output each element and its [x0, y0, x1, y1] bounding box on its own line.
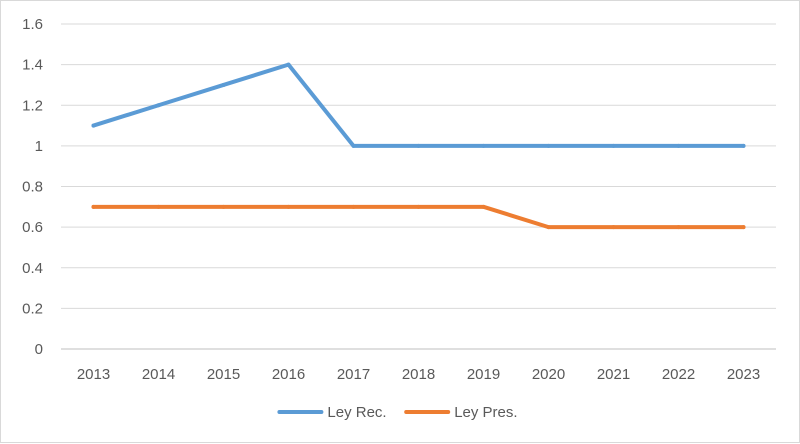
series-line-1 [91, 204, 746, 230]
data-point [286, 62, 291, 67]
data-point [546, 143, 551, 148]
legend-label: Ley Pres. [454, 404, 517, 421]
y-tick-label: 0.6 [22, 219, 43, 236]
x-tick-label: 2015 [207, 366, 240, 383]
legend: Ley Rec. Ley Pres. [277, 404, 518, 421]
y-tick-label: 0 [35, 341, 43, 358]
y-tick-label: 0.4 [22, 260, 43, 277]
data-point [611, 225, 616, 230]
x-tick-label: 2019 [467, 366, 500, 383]
data-point [286, 204, 291, 209]
data-point [156, 103, 161, 108]
x-tick-label: 2017 [337, 366, 370, 383]
x-tick-label: 2018 [402, 366, 435, 383]
y-axis-tick-labels: 0 0.2 0.4 0.6 0.8 1 1.2 1.4 1.6 [22, 16, 43, 358]
data-point [676, 143, 681, 148]
legend-label: Ley Rec. [327, 404, 386, 421]
y-tick-label: 1.4 [22, 57, 43, 74]
data-point [416, 204, 421, 209]
data-point [741, 143, 746, 148]
data-point [481, 204, 486, 209]
data-point [221, 82, 226, 87]
data-point [351, 143, 356, 148]
x-tick-label: 2014 [142, 366, 175, 383]
y-tick-label: 1 [35, 138, 43, 155]
data-point [676, 225, 681, 230]
data-point [416, 143, 421, 148]
data-point [546, 225, 551, 230]
x-tick-label: 2022 [662, 366, 695, 383]
series-lines [91, 62, 746, 230]
x-tick-label: 2023 [727, 366, 760, 383]
data-point [351, 204, 356, 209]
x-tick-label: 2016 [272, 366, 305, 383]
y-tick-label: 0.8 [22, 179, 43, 196]
data-point [221, 204, 226, 209]
data-point [91, 204, 96, 209]
y-tick-label: 1.2 [22, 97, 43, 114]
x-axis-tick-labels: 2013 2014 2015 2016 2017 2018 2019 2020 2021 2022… [77, 366, 760, 383]
x-tick-label: 2013 [77, 366, 110, 383]
data-point [91, 123, 96, 128]
y-tick-label: 0.2 [22, 300, 43, 317]
data-point [741, 225, 746, 230]
gridlines [61, 23, 776, 350]
data-point [481, 143, 486, 148]
x-tick-label: 2020 [532, 366, 565, 383]
x-tick-label: 2021 [597, 366, 630, 383]
y-tick-label: 1.6 [22, 16, 43, 33]
data-point [156, 204, 161, 209]
data-point [611, 143, 616, 148]
